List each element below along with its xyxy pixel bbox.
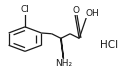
Text: Cl: Cl: [21, 5, 29, 14]
Text: HCl: HCl: [100, 40, 118, 50]
Text: O: O: [72, 6, 79, 15]
Text: OH: OH: [86, 9, 100, 18]
Text: NH₂: NH₂: [55, 59, 72, 68]
Polygon shape: [61, 38, 63, 58]
